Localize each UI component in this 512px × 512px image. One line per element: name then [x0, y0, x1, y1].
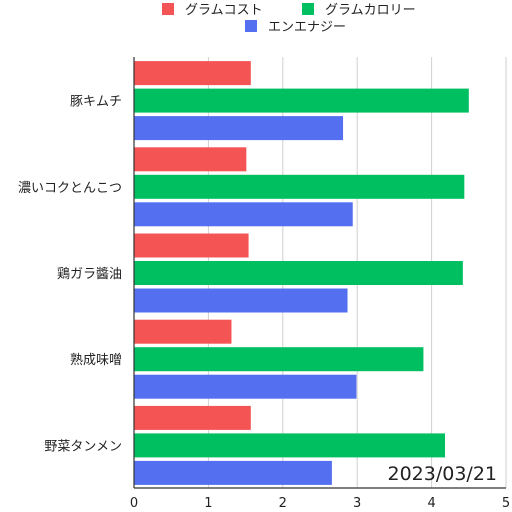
legend-swatch-2 [302, 3, 314, 15]
bar-3-2 [134, 261, 463, 285]
bar-2-2 [134, 174, 465, 199]
bar-2-1 [134, 147, 247, 172]
bar-3-3 [134, 288, 348, 313]
category-label-1: 豚キムチ [70, 95, 122, 110]
bar-5-3 [134, 460, 332, 485]
x-tick-label-3: 3 [353, 496, 361, 511]
x-tick-label-1: 1 [204, 496, 212, 511]
bars [134, 61, 469, 485]
legend-label-3: エンエナジー [268, 20, 346, 35]
bar-1-3 [134, 116, 344, 141]
legend-swatch-3 [245, 20, 257, 32]
axes [133, 57, 506, 489]
bar-3-1 [134, 233, 249, 258]
x-tick-label-4: 4 [427, 496, 435, 511]
bar-1-1 [134, 61, 251, 86]
legend-swatch-1 [162, 3, 174, 15]
category-label-5: 野菜タンメン [44, 439, 122, 454]
category-label-3: 鶏ガラ醬油 [57, 266, 122, 282]
bar-2-3 [134, 202, 353, 227]
bar-1-2 [134, 88, 469, 113]
legend-label-1: グラムコスト [185, 3, 263, 18]
bar-4-3 [134, 374, 357, 399]
x-tick-labels: 0 1 2 3 4 5 [130, 496, 510, 511]
date-annotation: 2023/03/21 [387, 463, 497, 485]
x-tick-label-2: 2 [279, 496, 287, 511]
x-tick-label-5: 5 [502, 496, 510, 511]
bar-5-2 [134, 433, 445, 458]
x-tick-label-0: 0 [130, 496, 138, 511]
category-label-4: 熟成味噌 [70, 352, 122, 368]
bar-4-2 [134, 347, 424, 372]
legend-label-2: グラムカロリー [325, 3, 416, 18]
bar-5-1 [134, 405, 251, 430]
bar-4-1 [134, 319, 232, 344]
category-label-2: 濃いコクとんこつ [18, 181, 122, 196]
